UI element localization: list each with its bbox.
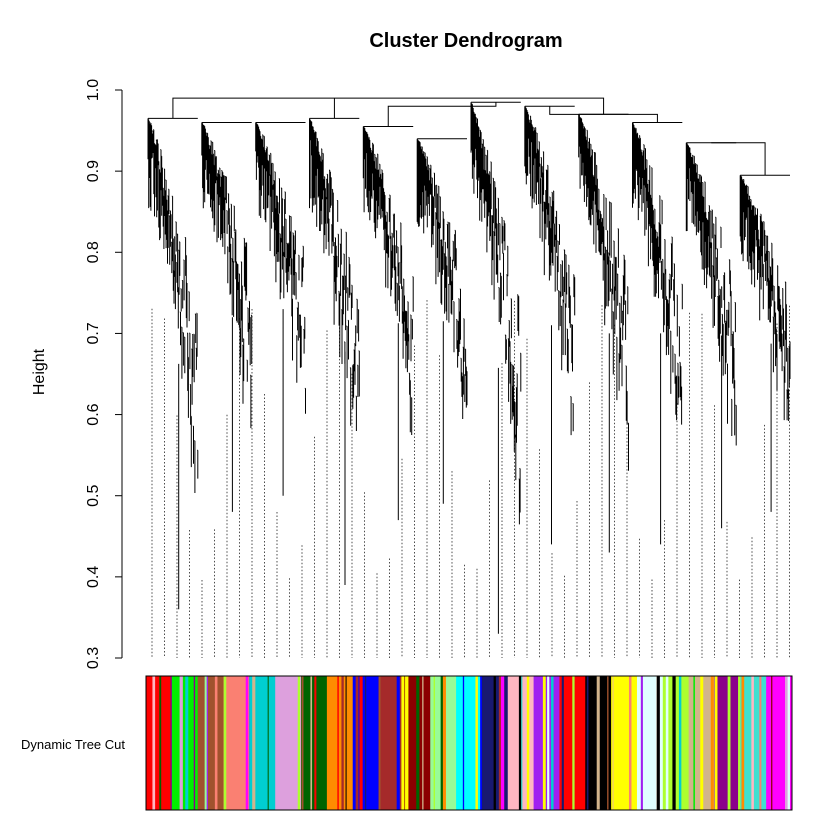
- module-color-stripe: [462, 676, 465, 810]
- module-color-stripe: [223, 676, 227, 810]
- dendrogram-branches: [147, 101, 791, 634]
- module-color-stripe: [596, 676, 600, 810]
- module-color-stripe: [170, 676, 174, 810]
- module-color-stripe: [267, 676, 269, 810]
- module-color-stripe: [738, 676, 741, 810]
- module-color-stripe: [442, 676, 446, 810]
- module-color-stripe: [401, 676, 405, 810]
- module-color-stripe: [493, 676, 496, 810]
- module-color-stripe: [179, 676, 183, 810]
- y-tick-label: 0.3: [85, 647, 102, 669]
- module-color-stripe: [572, 676, 575, 810]
- module-color-stripe: [297, 676, 301, 810]
- module-color-stripe: [341, 676, 344, 810]
- module-color-stripe: [727, 676, 731, 810]
- color-row: [145, 675, 793, 811]
- module-color-block: [326, 676, 354, 810]
- module-color-stripe: [714, 676, 718, 810]
- module-color-stripe: [498, 676, 503, 810]
- module-color-stripe: [751, 676, 754, 810]
- module-color-stripe: [257, 676, 261, 810]
- module-color-stripe: [785, 676, 788, 810]
- module-color-stripe: [678, 676, 682, 810]
- module-color-stripe: [301, 676, 304, 810]
- module-color-stripe: [314, 676, 317, 810]
- module-color-block: [301, 676, 328, 810]
- module-color-stripe: [710, 676, 714, 810]
- module-color-stripe: [672, 676, 676, 810]
- module-color-stripe: [693, 676, 695, 810]
- module-color-stripe: [700, 676, 704, 810]
- module-color-stripe: [480, 676, 483, 810]
- module-color-stripe: [551, 676, 554, 810]
- module-color-stripe: [345, 676, 347, 810]
- module-color-stripe: [359, 676, 363, 810]
- y-tick-label: 0.4: [85, 566, 102, 588]
- module-color-stripe: [526, 676, 530, 810]
- module-color-stripe: [422, 676, 424, 810]
- module-color-stripe: [628, 676, 632, 810]
- chart-title: Cluster Dendrogram: [369, 30, 562, 52]
- module-color-stripe: [440, 676, 444, 810]
- module-color-stripe: [607, 676, 609, 810]
- module-color-stripe: [355, 676, 359, 810]
- module-color-stripe: [378, 676, 381, 810]
- module-color-stripe: [405, 676, 409, 810]
- module-color-stripe: [193, 676, 196, 810]
- module-color-stripe: [518, 676, 522, 810]
- y-axis: 0.3 0.4 0.5 0.6 0.7 0.8 0.9 1.0: [85, 79, 123, 669]
- color-row-label: Dynamic Tree Cut: [21, 737, 125, 752]
- module-color-block: [378, 676, 405, 810]
- module-color-block: [223, 676, 250, 810]
- module-color-stripe: [741, 676, 745, 810]
- module-color-stripe: [542, 676, 546, 810]
- y-axis-label: Height: [31, 348, 48, 395]
- module-color-stripe: [287, 676, 292, 810]
- top-merges: [172, 97, 766, 176]
- module-color-stripe: [613, 676, 616, 810]
- module-color-stripe: [576, 676, 579, 810]
- module-color-stripe: [159, 676, 162, 810]
- module-color-block: [611, 676, 638, 810]
- module-color-stripe: [310, 676, 313, 810]
- y-tick-label: 1.0: [85, 79, 102, 101]
- leaf-guides: [151, 300, 790, 658]
- y-tick-label: 0.5: [85, 484, 102, 506]
- dendrogram-tree: [147, 97, 791, 658]
- module-color-block: [533, 676, 560, 810]
- module-color-stripe: [204, 676, 207, 810]
- module-color-stripe: [245, 676, 249, 810]
- module-color-stripe: [656, 676, 660, 810]
- module-color-block: [197, 676, 225, 810]
- module-color-stripe: [364, 676, 367, 810]
- module-color-stripe: [396, 676, 400, 810]
- module-color-stripe: [665, 676, 669, 810]
- module-color-stripe: [337, 676, 339, 810]
- color-row-border: [145, 675, 793, 811]
- module-color-stripe: [586, 676, 589, 810]
- module-color-stripe: [185, 676, 189, 810]
- module-color-stripe: [252, 676, 256, 810]
- module-color-stripe: [416, 676, 420, 810]
- module-color-stripe: [759, 676, 762, 810]
- module-color-stripe: [152, 676, 156, 810]
- module-color-stripe: [771, 676, 773, 810]
- y-tick-label: 0.7: [85, 322, 102, 344]
- module-color-stripe: [500, 676, 505, 810]
- module-color-stripe: [214, 676, 218, 810]
- module-color-stripe: [433, 676, 435, 810]
- module-color-stripe: [547, 676, 550, 810]
- module-color-stripe: [475, 676, 478, 810]
- module-color-block: [456, 676, 483, 810]
- module-color-block: [146, 676, 173, 810]
- module-color-stripe: [786, 676, 790, 810]
- module-color-stripe: [561, 676, 564, 810]
- module-color-stripe: [640, 676, 643, 810]
- y-tick-label: 0.9: [85, 160, 102, 182]
- y-tick-label: 0.6: [85, 403, 102, 425]
- y-tick-label: 0.8: [85, 241, 102, 263]
